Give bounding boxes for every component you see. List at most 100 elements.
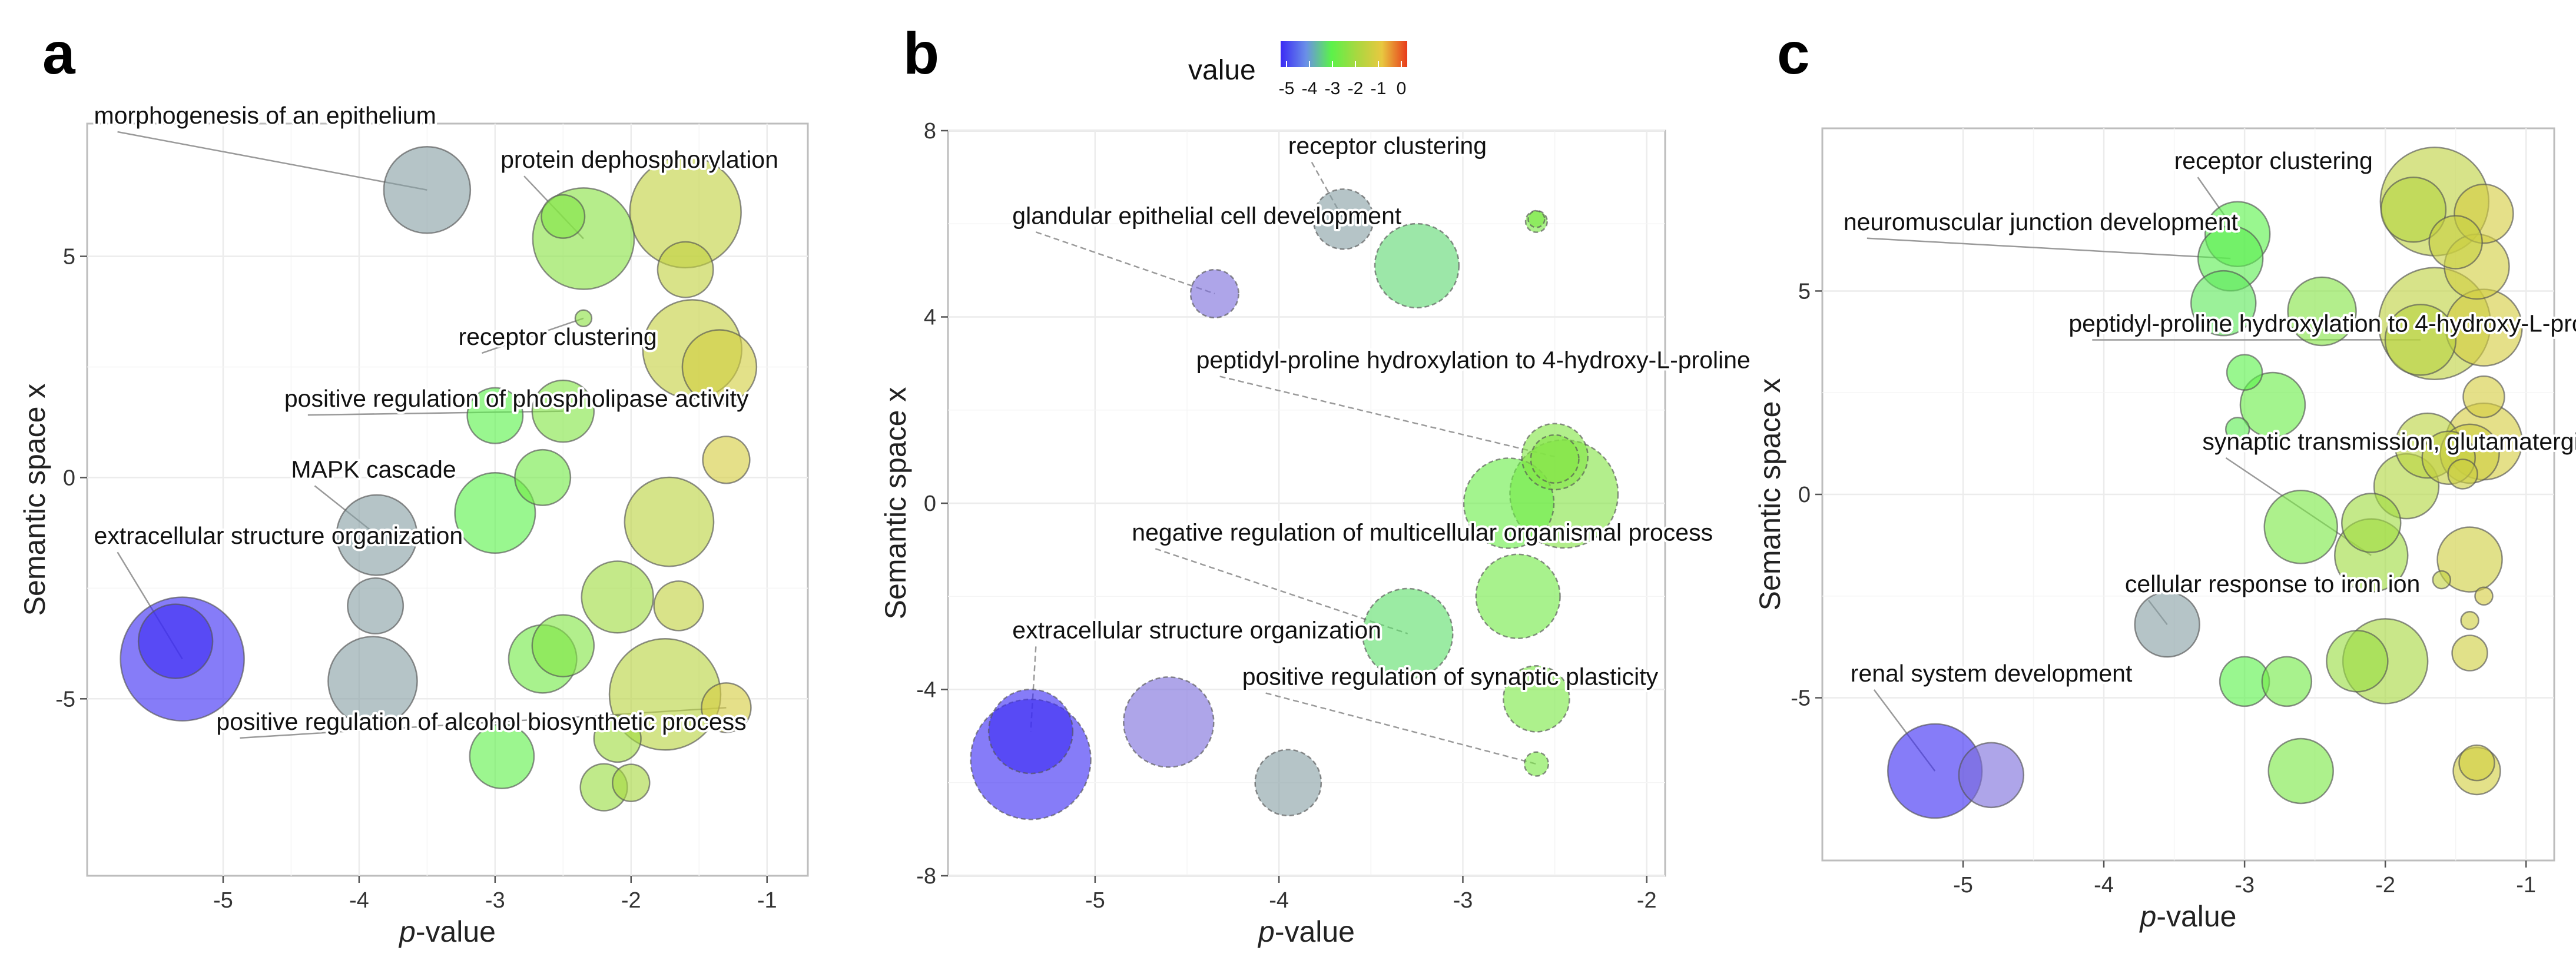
go-term-bubble [2436,526,2503,593]
go-term-bubble [336,494,418,576]
go-term-bubble [383,146,472,234]
annotation-connector [482,317,584,354]
x-axis-title: p-value [398,915,496,948]
x-tick-label: -4 [2094,873,2114,898]
go-term-bubble [2384,304,2457,376]
go-term-bubble [2432,570,2452,590]
go-term-bubble [2287,276,2357,347]
go-term-bubble [2447,458,2478,490]
go-term-label: negative regulation of multicellular org… [1132,519,1713,546]
x-tick-label: -1 [2516,873,2536,898]
go-term-bubble [2462,375,2505,418]
legend-tick-label: -4 [1302,79,1318,98]
go-term-bubble [681,329,758,405]
go-term-bubble [702,436,751,484]
go-term-bubble [593,714,642,763]
go-term-bubble [1527,210,1546,228]
go-term-label: positive regulation of alcohol biosynthe… [216,708,746,735]
y-tick-label: -8 [916,864,936,889]
go-term-label: protein dephosphorylation [500,146,778,173]
color-legend: value -5 -4 -3 -2 -1 0 [1188,41,1407,98]
go-term-bubble [1503,664,1570,733]
go-term-bubble [2326,630,2389,693]
go-term-bubble [2428,215,2483,270]
x-tick-label: -4 [349,888,369,913]
y-tick-label: 5 [63,245,75,270]
go-term-label: synaptic transmission, glutamatergic [2202,428,2576,455]
go-term-bubble [2134,591,2200,658]
go-term-label: renal system development [1851,660,2133,687]
go-term-bubble [347,577,405,634]
x-tick-label: -4 [1269,888,1289,913]
y-tick-label: 8 [924,119,936,144]
go-term-bubble [1312,188,1374,250]
y-tick-label: 4 [924,305,936,330]
go-term-label: MAPK cascade [291,456,456,483]
go-term-bubble [653,580,704,632]
go-term-label: neuromuscular junction development [1844,208,2239,235]
go-term-bubble [1254,749,1322,817]
go-term-bubble [2190,270,2257,337]
go-term-bubble [1523,751,1550,777]
go-term-bubble [1362,587,1454,680]
panel-c: c -5 -4 -3 -2 -1 -5 0 5 p-value Semantic space x re… [1753,21,2576,933]
go-term-bubble [574,309,593,328]
annotation-connector [1311,161,1344,220]
go-term-bubble [2380,176,2447,243]
go-term-bubble [612,763,651,802]
go-term-bubble [987,689,1074,775]
y-tick-label: 0 [1798,483,1811,507]
go-term-label: morphogenesis of an epithelium [94,102,436,129]
go-term-bubble [327,636,418,727]
go-term-bubble [541,194,586,239]
go-term-bubble [1123,676,1215,768]
legend-tick-label: -5 [1279,79,1295,98]
x-tick-label: -2 [621,888,641,913]
legend-colorbar [1281,41,1407,67]
x-tick-label: -5 [1085,888,1105,913]
go-term-label: peptidyl-proline hydroxylation to 4-hydr… [2068,310,2576,337]
go-term-bubble [531,614,595,677]
y-tick-label: -5 [1791,686,1811,711]
go-term-bubble [2261,656,2313,707]
x-tick-label: -3 [2234,873,2255,898]
go-term-label: receptor clustering [1288,132,1487,160]
x-tick-label: -2 [1637,888,1657,913]
y-axis-title: Semantic space x [18,384,51,616]
y-axis-title: Semantic space x [1753,378,1786,611]
x-tick-label: -2 [2375,873,2395,898]
go-term-bubble [1958,742,2025,809]
go-term-bubble [531,379,595,443]
annotation-connector [117,131,427,191]
go-term-bubble [1530,434,1580,484]
go-term-bubble [2267,737,2334,805]
go-term-bubble [2451,634,2488,672]
go-term-bubble [1189,268,1239,318]
go-term-bubble [2239,371,2306,438]
legend-title: value [1188,55,1256,86]
panel-letter: b [903,21,939,87]
x-tick-label: -3 [485,888,505,913]
legend-tick-label: -3 [1325,79,1341,98]
go-term-bubble [466,387,524,444]
go-term-label: receptor clustering [458,323,657,350]
go-term-bubble [2224,417,2250,442]
panel-letter: c [1777,21,1810,87]
legend-tick-label: -2 [1348,79,1364,98]
go-term-bubble [2341,493,2402,553]
go-term-bubble [624,476,715,567]
x-tick-label: -1 [757,888,777,913]
go-term-bubble [2458,744,2495,782]
annotation-connector [1866,237,2231,260]
go-term-label: cellular response to iron ion [2125,570,2420,597]
annotation-connector [1035,231,1215,295]
y-tick-label: 5 [1798,279,1811,304]
legend-tick-label: 0 [1397,79,1407,98]
go-term-label: extracellular structure organization [1012,616,1381,643]
y-tick-label: 0 [63,466,75,490]
legend-tick-label: -1 [1371,79,1387,98]
go-term-bubble [2474,586,2494,606]
x-tick-label: -5 [213,888,233,913]
panel-letter: a [42,21,76,87]
go-term-bubble [701,682,752,733]
